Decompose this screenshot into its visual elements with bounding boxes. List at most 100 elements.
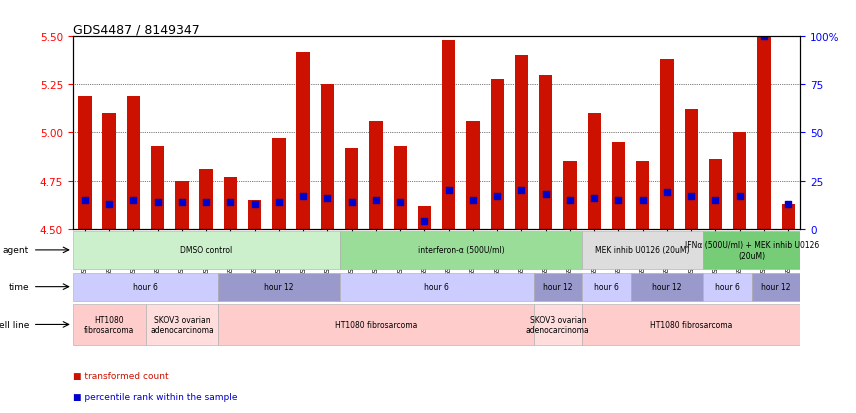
Point bbox=[175, 199, 188, 206]
Point bbox=[611, 197, 625, 204]
Point bbox=[490, 193, 504, 200]
Bar bbox=[782, 204, 795, 229]
Bar bbox=[587, 114, 601, 229]
Text: hour 12: hour 12 bbox=[761, 282, 791, 292]
Point bbox=[345, 199, 359, 206]
Bar bbox=[321, 85, 334, 229]
Text: hour 6: hour 6 bbox=[594, 282, 619, 292]
Bar bbox=[199, 170, 213, 229]
Bar bbox=[704, 231, 800, 269]
Bar bbox=[758, 33, 770, 229]
Bar bbox=[636, 162, 650, 229]
Text: GDS4487 / 8149347: GDS4487 / 8149347 bbox=[73, 23, 199, 36]
Text: MEK inhib U0126 (20uM): MEK inhib U0126 (20uM) bbox=[596, 246, 690, 255]
Text: hour 12: hour 12 bbox=[543, 282, 573, 292]
Point bbox=[442, 188, 455, 194]
Bar bbox=[582, 273, 631, 301]
Bar bbox=[345, 148, 359, 229]
Bar bbox=[103, 114, 116, 229]
Bar bbox=[733, 133, 746, 229]
Text: agent: agent bbox=[3, 246, 29, 255]
Bar bbox=[73, 231, 340, 269]
Text: cell line: cell line bbox=[0, 320, 29, 329]
Bar bbox=[563, 162, 577, 229]
Point bbox=[636, 197, 650, 204]
Bar bbox=[533, 305, 582, 345]
Point bbox=[418, 218, 431, 225]
Point bbox=[248, 201, 262, 207]
Bar bbox=[582, 305, 800, 345]
Point bbox=[369, 197, 383, 204]
Point bbox=[709, 197, 722, 204]
Text: SKOV3 ovarian
adenocarcinoma: SKOV3 ovarian adenocarcinoma bbox=[526, 315, 590, 335]
Bar bbox=[631, 273, 704, 301]
Bar bbox=[340, 273, 533, 301]
Bar bbox=[539, 76, 552, 229]
Bar bbox=[612, 143, 625, 229]
Point bbox=[320, 195, 334, 202]
Text: HT1080
fibrosarcoma: HT1080 fibrosarcoma bbox=[84, 315, 134, 335]
Bar bbox=[704, 273, 752, 301]
Bar bbox=[660, 60, 674, 229]
Point bbox=[151, 199, 164, 206]
Bar bbox=[685, 110, 698, 229]
Bar bbox=[442, 41, 455, 229]
Text: hour 12: hour 12 bbox=[265, 282, 294, 292]
Point bbox=[199, 199, 213, 206]
Text: SKOV3 ovarian
adenocarcinoma: SKOV3 ovarian adenocarcinoma bbox=[150, 315, 214, 335]
Bar bbox=[175, 181, 188, 229]
Bar bbox=[296, 52, 310, 229]
Text: hour 12: hour 12 bbox=[652, 282, 681, 292]
Bar bbox=[369, 121, 383, 229]
Bar bbox=[394, 147, 407, 229]
Point bbox=[127, 197, 140, 204]
Bar bbox=[490, 79, 504, 229]
Bar bbox=[272, 139, 286, 229]
Bar bbox=[248, 200, 261, 229]
Bar bbox=[146, 305, 218, 345]
Text: hour 6: hour 6 bbox=[133, 282, 158, 292]
Bar bbox=[218, 273, 340, 301]
Text: interferon-α (500U/ml): interferon-α (500U/ml) bbox=[418, 246, 504, 255]
Point bbox=[685, 193, 698, 200]
Point bbox=[539, 191, 553, 198]
Bar bbox=[223, 177, 237, 229]
Text: ■ transformed count: ■ transformed count bbox=[73, 371, 169, 380]
Point bbox=[393, 199, 407, 206]
Bar bbox=[418, 206, 431, 229]
Point bbox=[514, 188, 528, 194]
Text: hour 6: hour 6 bbox=[715, 282, 740, 292]
Point bbox=[587, 195, 601, 202]
Point bbox=[782, 201, 795, 207]
Point bbox=[272, 199, 286, 206]
Point bbox=[296, 193, 310, 200]
Text: DMSO control: DMSO control bbox=[180, 246, 232, 255]
Point bbox=[660, 189, 674, 196]
Text: HT1080 fibrosarcoma: HT1080 fibrosarcoma bbox=[650, 320, 733, 329]
Bar bbox=[582, 231, 704, 269]
Point bbox=[757, 34, 770, 40]
Text: IFNα (500U/ml) + MEK inhib U0126
(20uM): IFNα (500U/ml) + MEK inhib U0126 (20uM) bbox=[685, 241, 819, 260]
Point bbox=[733, 193, 746, 200]
Bar bbox=[73, 305, 146, 345]
Text: hour 6: hour 6 bbox=[424, 282, 449, 292]
Point bbox=[78, 197, 92, 204]
Bar bbox=[533, 273, 582, 301]
Bar bbox=[467, 121, 479, 229]
Text: ■ percentile rank within the sample: ■ percentile rank within the sample bbox=[73, 392, 237, 401]
Text: HT1080 fibrosarcoma: HT1080 fibrosarcoma bbox=[335, 320, 417, 329]
Bar bbox=[73, 273, 218, 301]
Bar bbox=[709, 160, 722, 229]
Text: time: time bbox=[9, 282, 29, 292]
Bar bbox=[127, 97, 140, 229]
Bar bbox=[218, 305, 533, 345]
Point bbox=[563, 197, 577, 204]
Bar bbox=[151, 147, 164, 229]
Point bbox=[103, 201, 116, 207]
Bar bbox=[340, 231, 582, 269]
Bar bbox=[514, 56, 528, 229]
Point bbox=[466, 197, 479, 204]
Bar bbox=[752, 273, 800, 301]
Bar bbox=[78, 97, 92, 229]
Point bbox=[223, 199, 237, 206]
